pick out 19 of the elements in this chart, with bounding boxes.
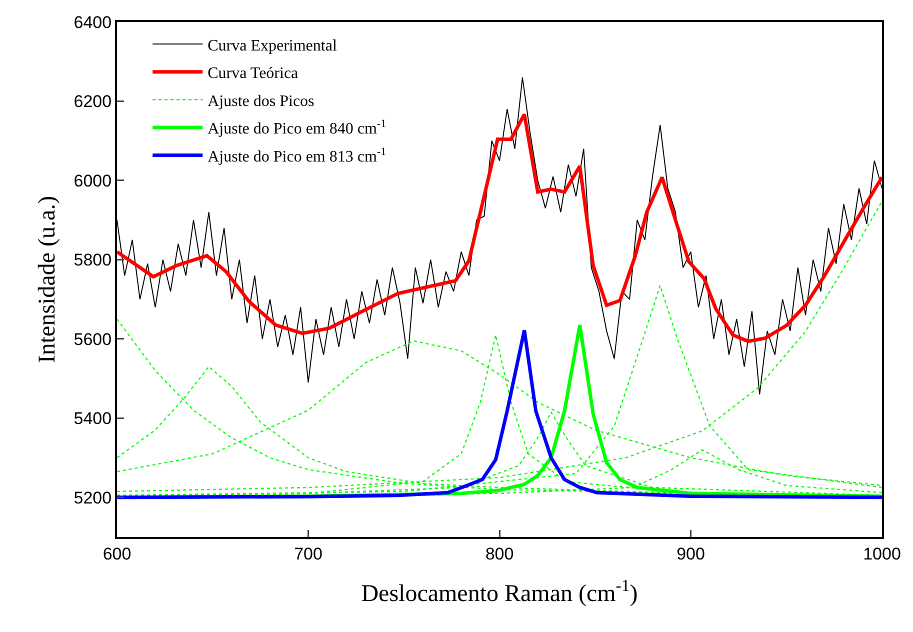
- y-tick-label: 5200: [74, 488, 112, 508]
- legend-label: Curva Experimental: [208, 37, 338, 54]
- y-tick-label: 5800: [74, 250, 112, 270]
- y-tick-label: 5400: [74, 409, 112, 428]
- legend-label: Ajuste dos Picos: [208, 92, 314, 110]
- x-tick-label: 1000: [863, 544, 901, 564]
- y-tick-label: 6400: [74, 12, 112, 32]
- y-tick-label: 6000: [74, 171, 112, 190]
- x-tick-label: 700: [294, 544, 322, 564]
- legend-label: Ajuste do Pico em 813 cm$^{-1}$: [208, 146, 386, 166]
- x-tick-label: 600: [102, 544, 132, 564]
- x-axis-title: Deslocamento Raman (cm$^{-1}$): [361, 576, 638, 608]
- y-tick-label: 5600: [74, 330, 112, 349]
- legend-label: Ajuste do Pico em 840 cm$^{-1}$: [208, 118, 386, 138]
- legend-label: Curva Teórica: [208, 65, 298, 82]
- x-tick-label: 900: [676, 544, 705, 564]
- y-axis-title: Intensidade (u.a.): [34, 196, 60, 364]
- x-tick-label: 800: [485, 544, 514, 564]
- y-tick-label: 6200: [74, 92, 112, 112]
